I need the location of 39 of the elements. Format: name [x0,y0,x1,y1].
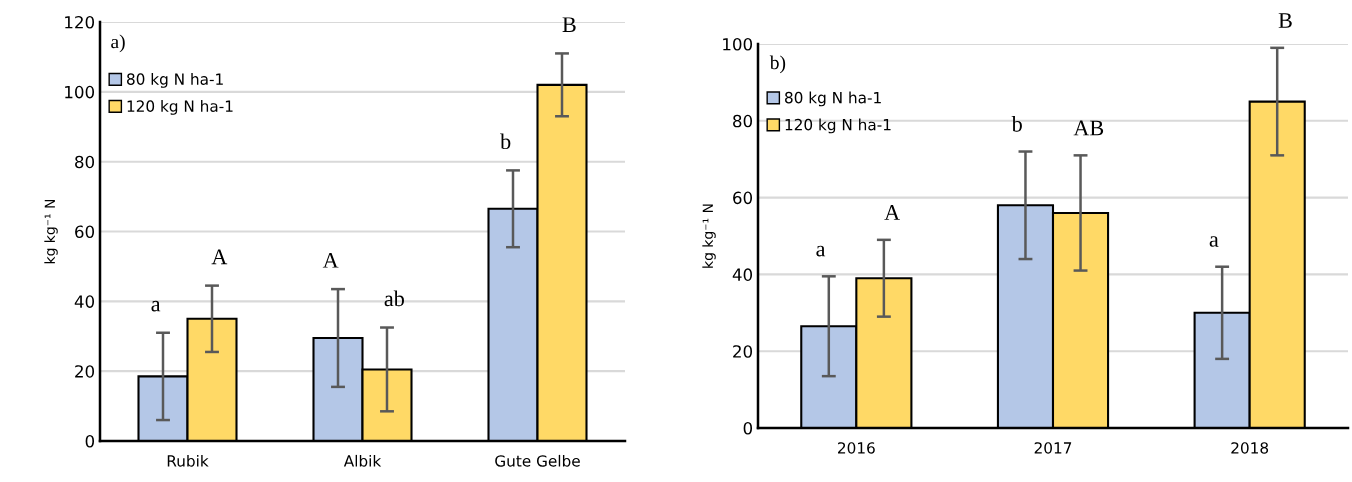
y-tick-label: 120 [65,15,95,29]
y-tick-label: 80 [733,114,753,128]
legend-label: 120 kg N ha-1 [785,118,891,134]
x-tick-label: Albik [343,454,382,467]
annotation: A [322,252,339,268]
y-tick-label: 40 [732,268,753,281]
y-tick-label: 20 [75,365,95,378]
annotation: a [151,300,161,312]
x-tick-label: 2018 [1231,442,1269,454]
annotation: b [1011,116,1022,132]
y-tick-label: 0 [85,434,95,448]
annotation: a) [111,34,125,53]
y-tick-label: 60 [75,225,95,239]
annotation: b [500,133,511,150]
y-tick-label: 100 [723,37,753,51]
annotation: a [1209,236,1219,247]
legend-label: 120 kg N ha-1 [127,100,233,115]
legend-label: 80 kg N ha-1 [127,73,223,88]
annotation: B [562,17,576,32]
annotation: AB [1073,120,1104,136]
annotation: A [211,249,228,265]
x-tick-label: Rubik [167,454,209,467]
x-tick-label: 2016 [838,442,875,454]
annotation: a [816,245,826,257]
y-tick-label: 40 [74,295,95,308]
annotation: ab [384,290,404,307]
y-axis-title: kg kg⁻¹ N [44,199,58,264]
x-tick-label: Gute Gelbe [495,454,580,467]
annotation: b) [769,55,786,74]
y-tick-label: 80 [75,155,95,169]
y-tick-label: 0 [743,421,753,435]
y-tick-label: 20 [733,345,753,358]
text: B [1278,13,1292,28]
y-tick-label: 60 [733,191,753,205]
y-axis-title: kg kg⁻¹ N [702,204,716,268]
annotation: A [884,205,900,220]
legend-label: 80 kg N ha-1 [785,91,881,107]
y-tick-label: 100 [65,85,95,99]
x-tick-label: 2017 [1034,442,1072,454]
